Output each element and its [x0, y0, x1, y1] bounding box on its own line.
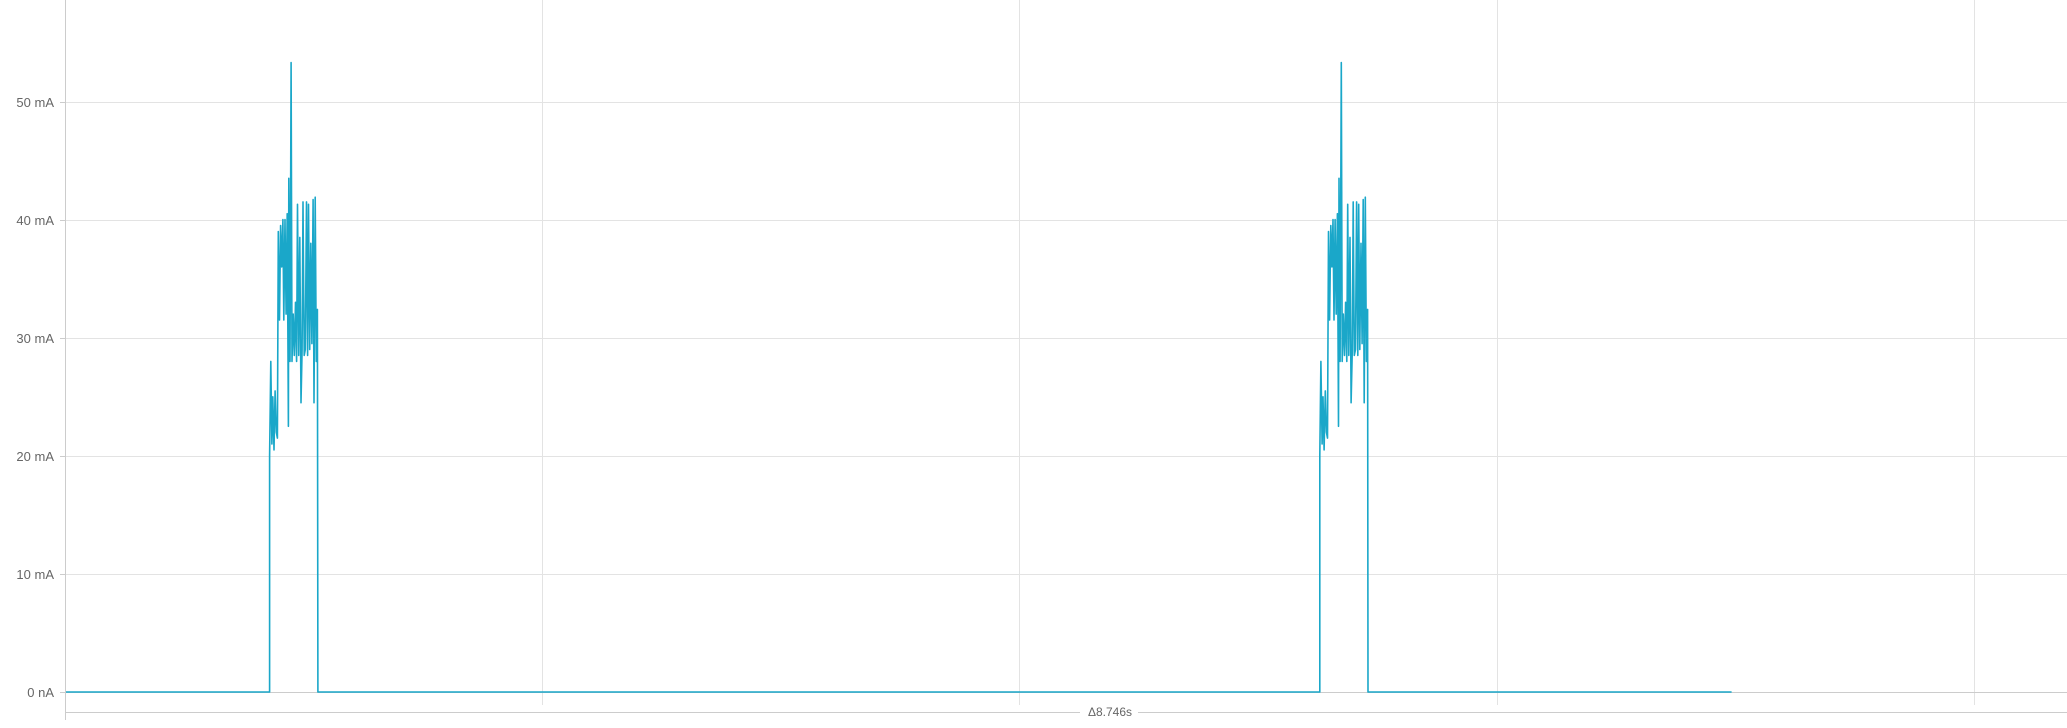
y-tick-label: 20 mA — [16, 449, 54, 464]
delta-label: Δ8.746s — [1088, 705, 1132, 719]
y-tick-label: 30 mA — [16, 331, 54, 346]
current-trace — [66, 61, 1732, 693]
grid — [66, 0, 2067, 705]
y-axis-ticks: 0 nA 10 mA 20 mA 30 mA 40 mA 50 mA — [16, 95, 66, 700]
delta-bar[interactable]: Δ8.746s — [65, 705, 2067, 720]
y-tick-label: 40 mA — [16, 213, 54, 228]
y-tick-label: 50 mA — [16, 95, 54, 110]
y-tick-label: 10 mA — [16, 567, 54, 582]
y-tick-label: 0 nA — [27, 685, 54, 700]
